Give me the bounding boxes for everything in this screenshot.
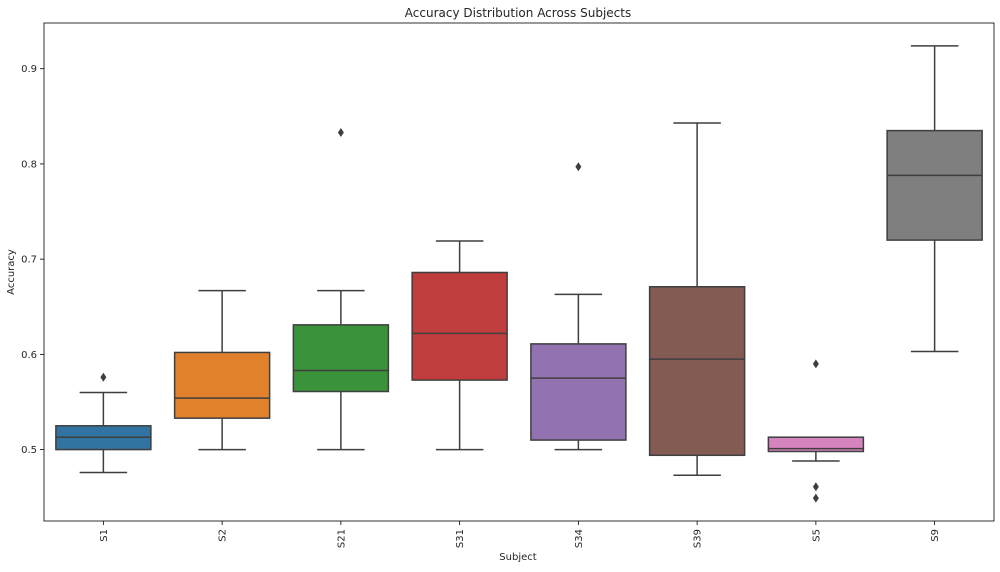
outlier-point (812, 493, 819, 503)
y-tick-label: 0.9 (21, 64, 37, 75)
y-tick-label: 0.8 (21, 159, 37, 170)
outlier-point (337, 128, 344, 138)
plot-frame (43, 22, 995, 522)
box-iqr (648, 286, 746, 457)
y-axis-title: Accuracy (6, 249, 17, 295)
box-iqr (411, 271, 508, 381)
outlier-point (575, 162, 582, 172)
outlier-point (100, 372, 107, 382)
box-s9 (886, 45, 983, 353)
box-s39 (648, 122, 746, 477)
box-iqr (530, 343, 627, 441)
box-s31 (411, 240, 508, 451)
y-tick-label: 0.6 (21, 350, 37, 361)
outlier-point (812, 359, 819, 369)
box-s5 (767, 359, 865, 503)
box-s1 (55, 372, 152, 474)
box-iqr (173, 351, 271, 419)
x-tick-label-s1: S1 (99, 529, 110, 542)
outlier-point (812, 482, 819, 492)
y-tick-label: 0.7 (21, 255, 37, 266)
box-s34 (530, 162, 627, 451)
x-tick-label-s2: S2 (218, 529, 229, 542)
y-tick-label: 0.5 (21, 445, 37, 456)
box-s2 (173, 289, 271, 451)
box-iqr (292, 324, 390, 393)
chart-title: Accuracy Distribution Across Subjects (405, 6, 631, 20)
box-s21 (292, 128, 390, 451)
x-tick-label-s31: S31 (455, 529, 466, 548)
x-axis-title: Subject (499, 552, 536, 563)
x-tick-label-s21: S21 (336, 529, 347, 548)
plot-area: 0.5 0.6 0.7 0.8 0.9 S1 S2 S21 S31 S34 S39 S5 S9 (21, 45, 983, 548)
box-iqr (886, 129, 983, 241)
x-tick-label-s34: S34 (574, 529, 585, 548)
x-tick-label-s39: S39 (693, 529, 704, 548)
x-tick-label-s9: S9 (930, 529, 941, 542)
x-tick-label-s5: S5 (811, 529, 822, 542)
